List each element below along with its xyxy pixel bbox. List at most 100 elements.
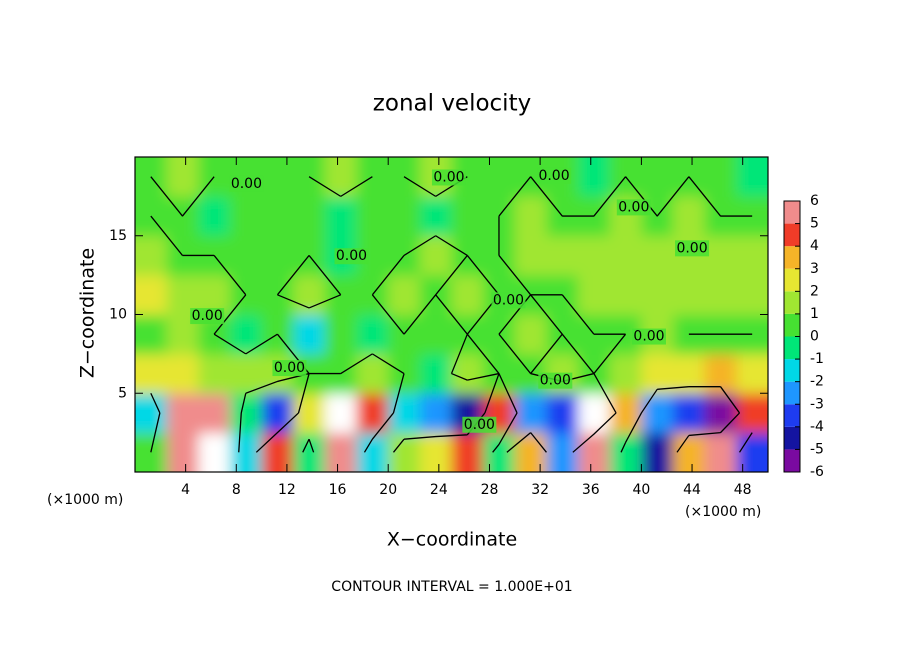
colorbar-tick-label: 3: [810, 261, 819, 277]
cell: [641, 157, 674, 197]
y-axis-label: Z−coordinate: [77, 248, 99, 378]
x-tick-label: 24: [430, 482, 448, 498]
cell: [578, 235, 611, 276]
field: [135, 157, 768, 472]
cell: [198, 353, 231, 394]
colorbar-tick-label: 6: [810, 193, 819, 209]
cell: [641, 353, 674, 394]
contour-label-bg: [334, 248, 369, 265]
cell: [356, 314, 389, 355]
cell: [609, 432, 642, 472]
cell: [293, 196, 326, 237]
cell: [514, 235, 547, 276]
cell: [578, 393, 611, 434]
cell: [356, 196, 389, 237]
colorbar-tick-label: -5: [810, 441, 824, 457]
cell: [356, 157, 389, 197]
cell: [261, 196, 294, 237]
cell: [261, 432, 294, 472]
cell: [609, 393, 642, 434]
cell: [483, 432, 516, 472]
cell: [198, 432, 231, 472]
contour-label: 0.00: [676, 240, 707, 256]
y-unit-label: (×1000 m): [47, 492, 123, 508]
cell: [261, 235, 294, 276]
cell: [388, 196, 421, 237]
cell: [166, 353, 199, 394]
colorbar-tick-label: 4: [810, 238, 819, 254]
cell: [166, 393, 199, 434]
x-tick-label: 28: [481, 482, 499, 498]
x-tick-label: 16: [329, 482, 347, 498]
x-unit-label: (×1000 m): [685, 504, 761, 520]
colorbar-swatch: [784, 201, 800, 224]
colorbar-swatch: [784, 223, 800, 247]
colorbar-swatch: [784, 268, 800, 292]
cell: [673, 196, 706, 237]
colorbar-swatch: [784, 359, 800, 382]
colorbar-tick-label: -2: [810, 374, 824, 390]
cell: [514, 432, 547, 472]
contour-label: 0.00: [493, 292, 524, 308]
cell: [198, 196, 231, 237]
contour-label-bg: [229, 175, 264, 192]
contour-label: 0.00: [538, 168, 569, 184]
cell: [166, 432, 199, 472]
cell: [229, 353, 263, 394]
x-axis-label: X−coordinate: [387, 529, 517, 551]
cell: [198, 393, 231, 434]
cell: [293, 314, 326, 355]
cell: [736, 353, 768, 394]
cell: [451, 196, 484, 237]
cell: [324, 314, 358, 355]
cell: [135, 393, 168, 434]
footnote: CONTOUR INTERVAL = 1.000E+01: [331, 579, 572, 595]
cell: [578, 157, 611, 197]
contour-label-bg: [431, 169, 466, 186]
contour-label-bg: [462, 416, 497, 433]
colorbar-tick-label: -3: [810, 396, 824, 412]
x-tick-label: 12: [278, 482, 296, 498]
cell: [546, 393, 579, 434]
cell: [546, 235, 579, 276]
x-tick-label: 40: [632, 482, 650, 498]
cell: [229, 196, 263, 237]
contour-label: 0.00: [618, 199, 649, 215]
colorbar-tick-label: 5: [810, 216, 819, 232]
cell: [704, 235, 737, 276]
cell: [419, 314, 452, 355]
cell: [483, 157, 516, 197]
cell: [324, 432, 358, 472]
x-tick-label: 8: [232, 482, 241, 498]
contour-label: 0.00: [633, 329, 664, 345]
cell: [736, 157, 768, 197]
cell: [324, 196, 358, 237]
cell: [356, 393, 389, 434]
contour-label: 0.00: [433, 169, 464, 185]
cell: [641, 275, 674, 315]
cell: [736, 432, 768, 472]
cell: [514, 393, 547, 434]
cell: [514, 314, 547, 355]
cell: [419, 393, 452, 434]
contour-label-bg: [491, 292, 526, 309]
cell: [704, 157, 737, 197]
cell: [388, 275, 421, 315]
cell: [261, 157, 294, 197]
cell: [419, 196, 452, 237]
colorbar-tick-label: 2: [810, 283, 819, 299]
cell: [261, 393, 294, 434]
cell: [135, 314, 168, 355]
cell: [229, 393, 263, 434]
colorbar-tick-label: 0: [810, 329, 819, 345]
overlay: 0.00 0.00 0.00 0.00 0.00 0.00 0.00 0.00 0.00 0.00…: [109, 156, 824, 498]
cell: [135, 353, 168, 394]
contour-label-bg: [190, 308, 225, 325]
cell: [736, 275, 768, 315]
colorbar-tick-label: -6: [810, 464, 824, 480]
contour-label: 0.00: [540, 373, 571, 389]
cell: [704, 393, 737, 434]
cell: [736, 393, 768, 434]
colorbar-swatch: [784, 404, 800, 427]
colorbar-swatch: [784, 426, 800, 450]
